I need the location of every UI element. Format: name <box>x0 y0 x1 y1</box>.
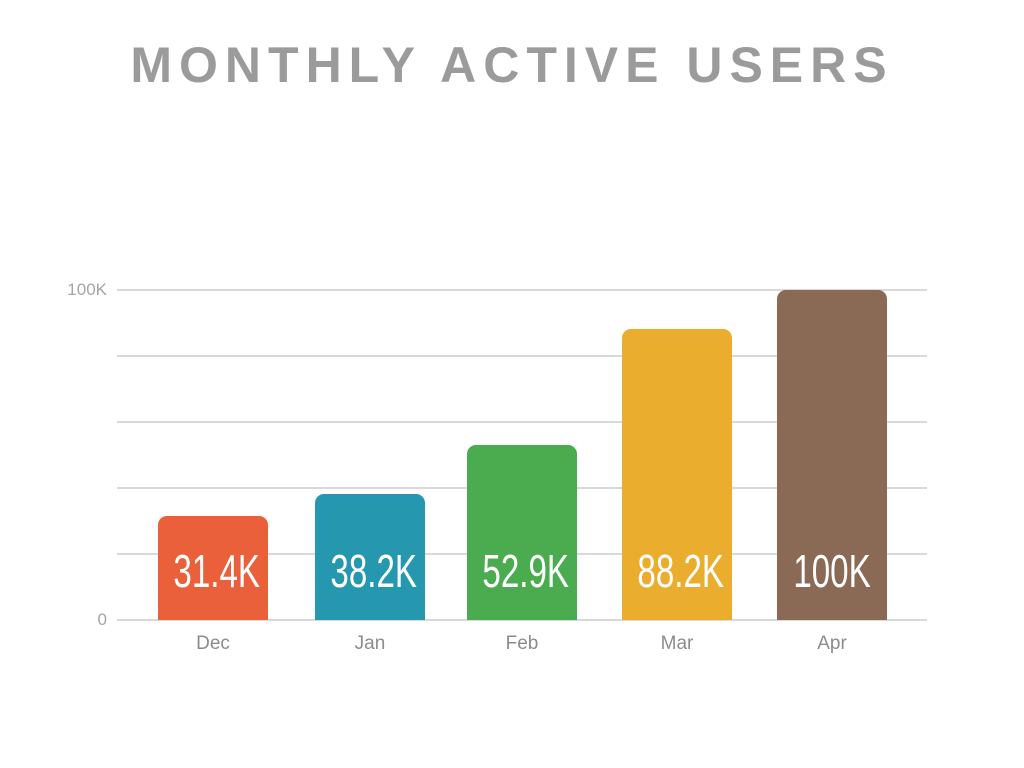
gridline <box>117 619 927 621</box>
x-axis-label-feb: Feb <box>505 633 539 654</box>
x-axis-label-apr: Apr <box>817 633 847 654</box>
bar-value-label-mar: 88.2K <box>637 545 724 597</box>
bar-group-feb: 52.9K Feb <box>467 290 577 654</box>
bar-group-apr: 100K Apr <box>777 290 887 654</box>
x-axis-label-mar: Mar <box>660 633 694 654</box>
bar-value-label-dec: 31.4K <box>173 545 260 597</box>
y-axis-label-0: 0 <box>97 610 107 629</box>
bar-apr: 100K <box>777 290 887 620</box>
bar-chart: 100K 0 31.4K Dec 38.2K Jan 52.9K Feb 88.… <box>67 280 927 654</box>
bar-value-label-jan: 38.2K <box>330 545 417 597</box>
gridline <box>117 355 927 357</box>
chart-title: MONTHLY ACTIVE USERS <box>130 37 894 93</box>
bar-value-label-feb: 52.9K <box>482 545 569 597</box>
bar-group-mar: 88.2K Mar <box>622 290 732 654</box>
gridline <box>117 421 927 423</box>
bar-value-label-apr: 100K <box>793 545 871 597</box>
x-axis-label-jan: Jan <box>354 633 386 654</box>
bar-group-dec: 31.4K Dec <box>158 290 268 654</box>
bar-dec: 31.4K <box>158 516 268 620</box>
bar-mar: 88.2K <box>622 328 732 620</box>
x-axis-label-dec: Dec <box>196 633 230 654</box>
gridline <box>117 289 927 291</box>
bar-group-jan: 38.2K Jan <box>315 290 425 654</box>
bar-feb: 52.9K <box>467 445 577 620</box>
bar-jan: 38.2K <box>315 493 425 620</box>
y-axis-label-100k: 100K <box>67 280 107 299</box>
